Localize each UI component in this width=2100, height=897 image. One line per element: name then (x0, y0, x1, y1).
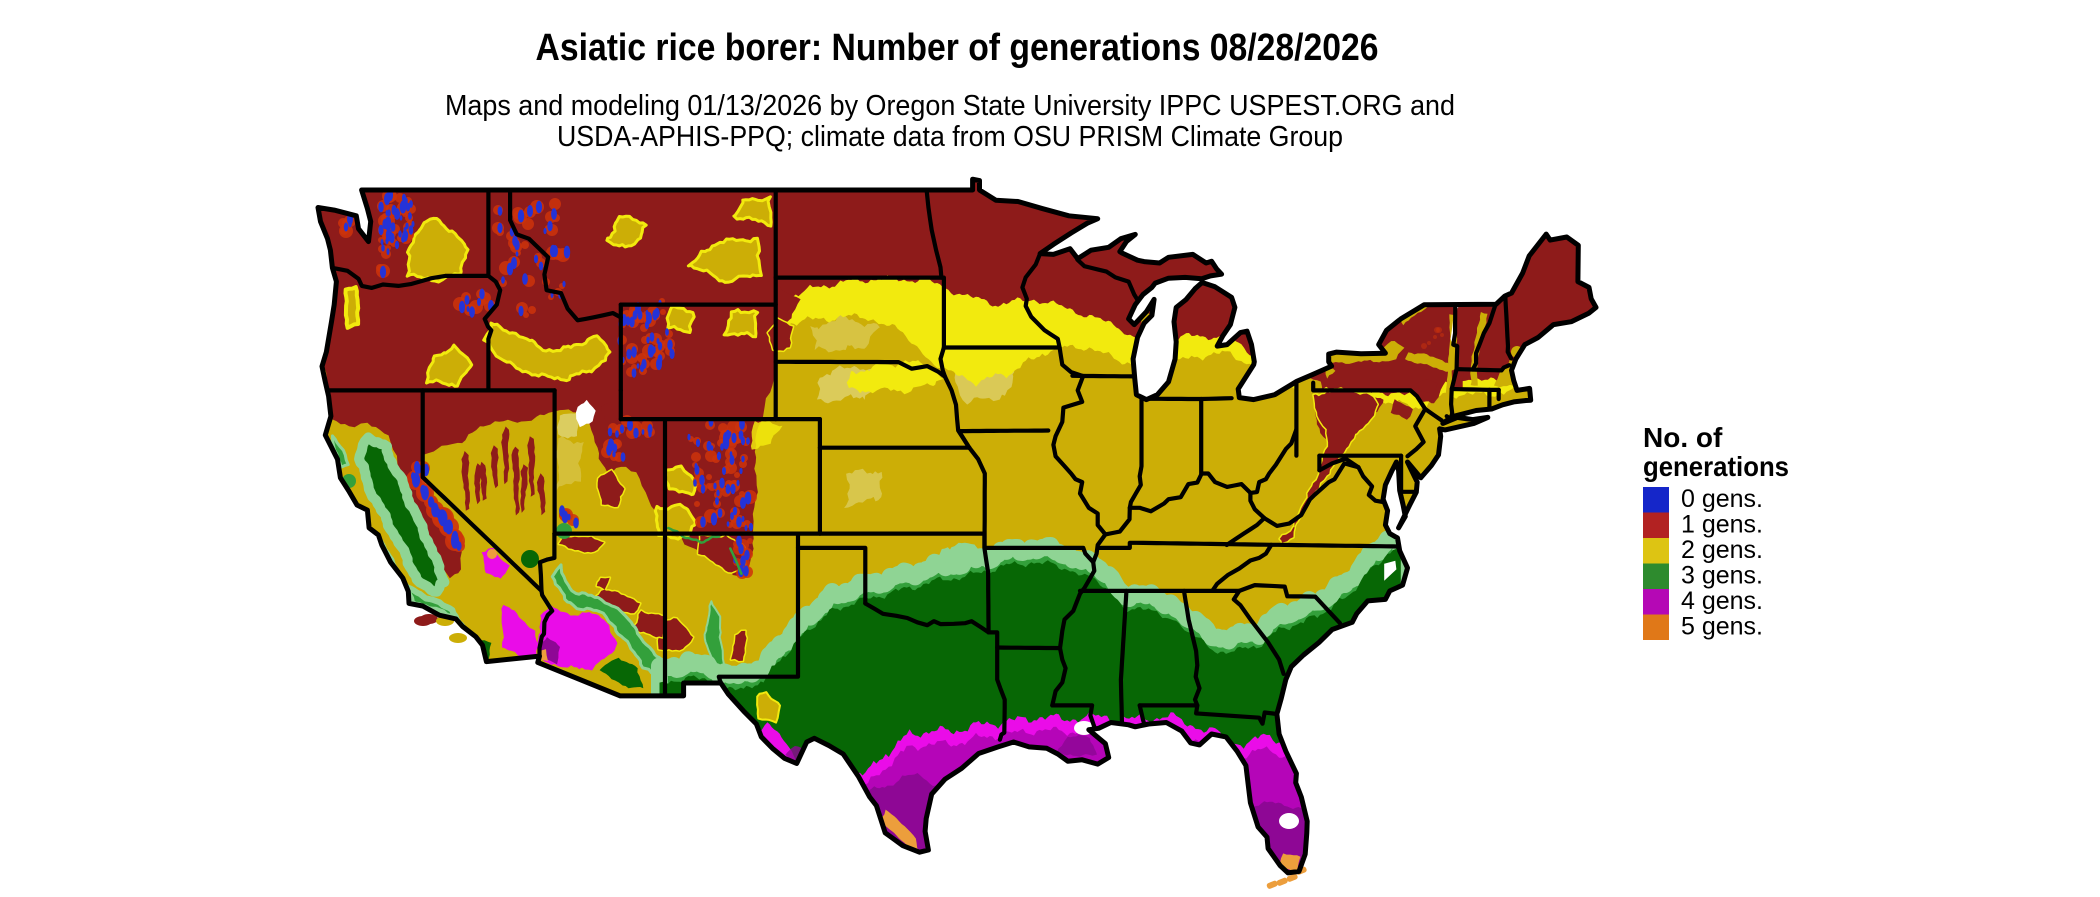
svg-text:Asiatic rice borer: Number of: Asiatic rice borer: Number of generation… (536, 27, 1379, 69)
svg-text:USDA-APHIS-PPQ; climate data f: USDA-APHIS-PPQ; climate data from OSU PR… (557, 121, 1343, 153)
svg-text:Maps and modeling 01/13/2026 b: Maps and modeling 01/13/2026 by Oregon S… (445, 90, 1455, 122)
svg-text:5 gens.: 5 gens. (1681, 613, 1763, 641)
svg-text:2 gens.: 2 gens. (1681, 536, 1763, 564)
svg-text:1 gens.: 1 gens. (1681, 511, 1763, 539)
svg-text:3 gens.: 3 gens. (1681, 562, 1763, 590)
svg-text:0 gens.: 0 gens. (1681, 485, 1763, 513)
svg-text:generations: generations (1643, 451, 1789, 482)
svg-text:4 gens.: 4 gens. (1681, 587, 1763, 615)
svg-text:No. of: No. of (1643, 422, 1723, 453)
